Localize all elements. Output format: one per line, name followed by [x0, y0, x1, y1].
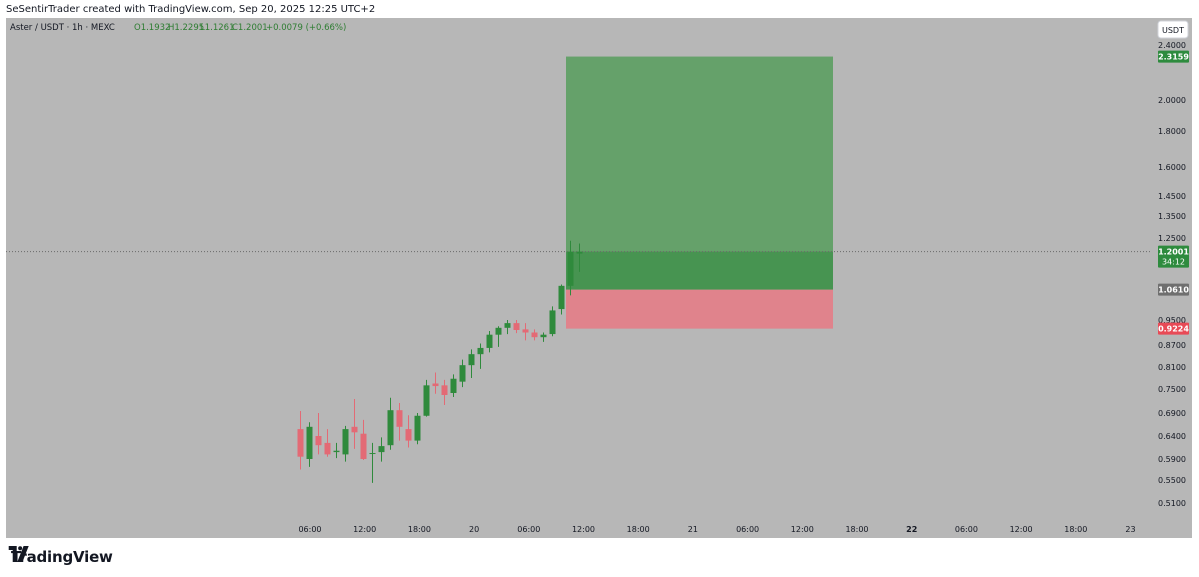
price-tag — [1158, 255, 1189, 268]
time-axis[interactable]: 06:00 12:00 18:00 20 06:00 12:00 18:00 21 06:00 1… — [298, 525, 1135, 534]
price-tag — [1158, 283, 1189, 296]
currency-button-label: USDT — [1162, 26, 1184, 35]
candle-bearish — [531, 332, 538, 338]
open-profit-zone — [566, 251, 833, 290]
candle-bullish — [558, 285, 565, 310]
time-axis-tick: 12:00 — [572, 525, 595, 534]
candle-bullish — [306, 426, 313, 459]
price-tag — [1158, 245, 1189, 258]
time-axis-tick: 20 — [469, 525, 479, 534]
price-axis-tick: 0.8100 — [1158, 363, 1186, 372]
candle-bullish — [459, 365, 466, 382]
candle-bearish — [441, 385, 448, 395]
time-axis-tick: 06:00 — [736, 525, 759, 534]
time-axis-tick: 12:00 — [1010, 525, 1033, 534]
price-tag-label: 2.3159 — [1158, 53, 1189, 62]
candle-bullish — [378, 446, 385, 453]
candle-bullish — [540, 334, 547, 338]
legend-open: O1.1932 — [134, 23, 170, 33]
price-axis-tick: 1.2500 — [1158, 234, 1186, 243]
chart-attribution-header: SeSentirTrader created with TradingView.… — [0, 0, 1199, 18]
attribution-text: SeSentirTrader created with TradingView.… — [6, 4, 376, 15]
time-axis-tick: 18:00 — [408, 525, 431, 534]
candle-bullish — [387, 410, 394, 446]
candle-bullish — [504, 323, 511, 328]
time-axis-tick: 12:00 — [353, 525, 376, 534]
price-axis-tick: 0.6400 — [1158, 432, 1186, 441]
candle-bearish — [522, 329, 529, 333]
candle-bullish — [576, 251, 583, 254]
time-axis-tick: 06:00 — [955, 525, 978, 534]
time-axis-tick: 12:00 — [791, 525, 814, 534]
time-axis-tick: 06:00 — [298, 525, 321, 534]
price-axis-tick: 0.7500 — [1158, 385, 1186, 394]
stop-loss-zone[interactable] — [566, 289, 833, 329]
candle-bullish — [486, 334, 493, 348]
time-axis-tick: 06:00 — [517, 525, 540, 534]
tradingview-brand[interactable]: TradingView — [8, 546, 113, 568]
price-tag-label: 34:12 — [1162, 258, 1185, 267]
tradingview-logo-icon — [8, 546, 29, 562]
legend-high: H1.2295 — [168, 23, 204, 33]
time-axis-tick: 18:00 — [627, 525, 650, 534]
take-profit-zone[interactable] — [566, 56, 833, 290]
candle-bearish — [513, 323, 520, 330]
price-tag-label: 0.9224 — [1158, 325, 1189, 334]
candle-bearish — [315, 436, 322, 446]
price-tag-label: 1.0610 — [1158, 286, 1189, 295]
price-axis-tick: 1.8000 — [1158, 127, 1186, 136]
candles — [297, 240, 583, 483]
price-axis-tick: 1.4500 — [1158, 192, 1186, 201]
legend-low: L1.1261 — [200, 23, 234, 33]
price-axis-tick: 0.5500 — [1158, 476, 1186, 485]
candle-bearish — [351, 426, 358, 433]
candle-bearish — [396, 410, 403, 427]
candle-bullish — [477, 347, 484, 355]
candle-bearish — [405, 429, 412, 441]
candle-bullish — [468, 354, 475, 366]
price-axis-tick: 1.6000 — [1158, 163, 1186, 172]
candle-bullish — [414, 415, 421, 441]
price-axis-tick: 0.5900 — [1158, 455, 1186, 464]
price-tag — [1158, 322, 1189, 335]
time-axis-tick: 22 — [906, 525, 917, 534]
candle-bullish — [423, 385, 430, 416]
legend-change: +0.0079 (+0.66%) — [266, 23, 346, 33]
price-axis-tick: 0.5100 — [1158, 499, 1186, 508]
time-axis-tick: 18:00 — [1064, 525, 1087, 534]
currency-button[interactable] — [1157, 20, 1189, 39]
candle-bullish — [549, 310, 556, 335]
price-axis-tick: 0.6900 — [1158, 409, 1186, 418]
candle-bearish — [360, 433, 367, 459]
candle-bullish — [450, 378, 457, 393]
time-axis-tick: 21 — [688, 525, 698, 534]
price-tag-label: 1.2001 — [1158, 248, 1189, 257]
price-axis-tick: 2.4000 — [1158, 41, 1186, 50]
price-axis-tick: 2.0000 — [1158, 96, 1186, 105]
candle-bearish — [432, 383, 439, 387]
price-axis-tick: 0.8700 — [1158, 341, 1186, 350]
candle-bullish — [369, 453, 376, 455]
long-position-tool[interactable] — [566, 56, 833, 329]
time-axis-tick: 23 — [1125, 525, 1135, 534]
tradingview-wordmark: TradingView — [11, 548, 113, 566]
price-axis-tick: 0.9500 — [1158, 316, 1186, 325]
candle-bullish — [567, 251, 574, 286]
candle-bullish — [342, 429, 349, 455]
candle-bullish — [333, 450, 340, 453]
candle-bearish — [324, 442, 331, 455]
candle-bullish — [495, 327, 502, 335]
price-tag — [1158, 50, 1189, 63]
candle-bearish — [297, 429, 304, 457]
price-axis[interactable]: 2.4000 2.0000 1.8000 1.6000 1.4500 1.3500 1.25… — [1158, 41, 1186, 508]
time-axis-tick: 18:00 — [845, 525, 868, 534]
legend-close: C1.2001 — [232, 23, 268, 33]
legend-symbol: Aster / USDT · 1h · MEXC — [10, 23, 115, 33]
price-axis-tick: 1.3500 — [1158, 212, 1186, 221]
